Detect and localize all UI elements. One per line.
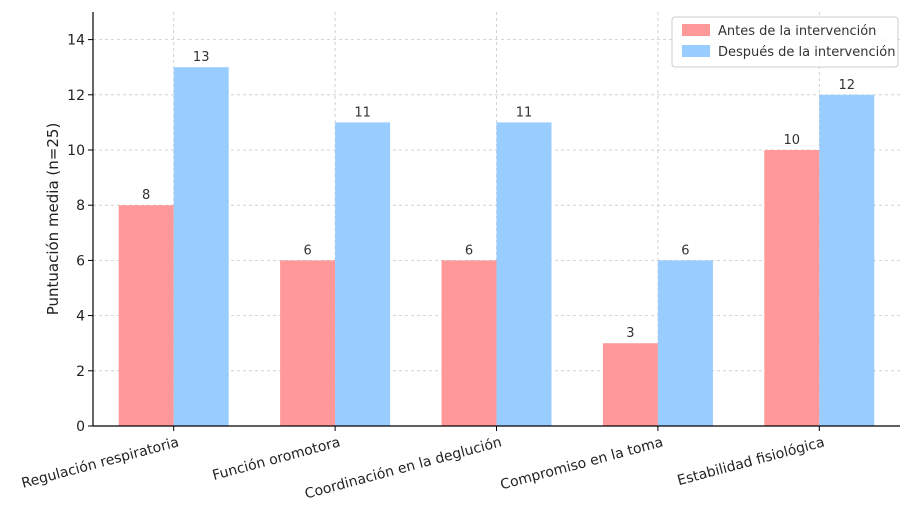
legend-label-after: Después de la intervención [718, 45, 895, 60]
bar-value-label: 6 [303, 243, 311, 258]
bar-before [602, 343, 658, 426]
bar-value-label: 8 [142, 188, 150, 203]
legend: Antes de la intervención Después de la i… [671, 16, 899, 68]
x-tick-label: Regulación respiratoria [20, 434, 181, 491]
data-labels: 8 13 6 11 6 11 3 6 10 12 [142, 50, 855, 341]
x-tick-label: Función oromotora [211, 434, 342, 484]
y-tick-label: 4 [76, 309, 85, 325]
y-tick-label: 12 [67, 88, 85, 104]
bar-value-label: 11 [354, 105, 371, 120]
x-tick-label: Estabilidad fisiológica [676, 434, 827, 489]
bars [118, 67, 875, 427]
bar-after [819, 94, 875, 427]
bar-value-label: 12 [839, 78, 856, 93]
bar-value-label: 11 [516, 105, 533, 120]
legend-swatch-before [682, 24, 710, 36]
y-tick-label: 2 [76, 364, 85, 380]
y-ticks: 0 2 4 6 8 10 12 14 [67, 33, 93, 435]
y-tick-label: 6 [76, 253, 85, 269]
x-tick-label: Compromiso en la toma [499, 434, 665, 493]
y-axis-title: Puntuación media (n=25) [44, 123, 62, 316]
bar-before [280, 260, 336, 426]
bar-value-label: 6 [681, 243, 689, 258]
bar-value-label: 6 [465, 243, 473, 258]
x-ticks: Regulación respiratoria Función oromotora… [20, 426, 826, 502]
bar-value-label: 10 [784, 133, 801, 148]
bar-after [657, 260, 713, 426]
bar-after [173, 67, 229, 426]
bar-value-label: 3 [626, 326, 634, 341]
y-tick-label: 10 [67, 143, 85, 159]
y-tick-label: 0 [76, 419, 85, 435]
bar-before [764, 150, 820, 426]
legend-swatch-after [682, 45, 710, 57]
bar-value-label: 13 [193, 50, 210, 65]
bar-after [496, 122, 552, 427]
bar-before [118, 205, 174, 426]
legend-frame [671, 16, 899, 68]
y-tick-label: 8 [76, 198, 85, 214]
legend-label-before: Antes de la intervención [718, 24, 876, 39]
y-tick-label: 14 [67, 33, 85, 49]
bar-after [335, 122, 391, 427]
bar-before [441, 260, 497, 426]
